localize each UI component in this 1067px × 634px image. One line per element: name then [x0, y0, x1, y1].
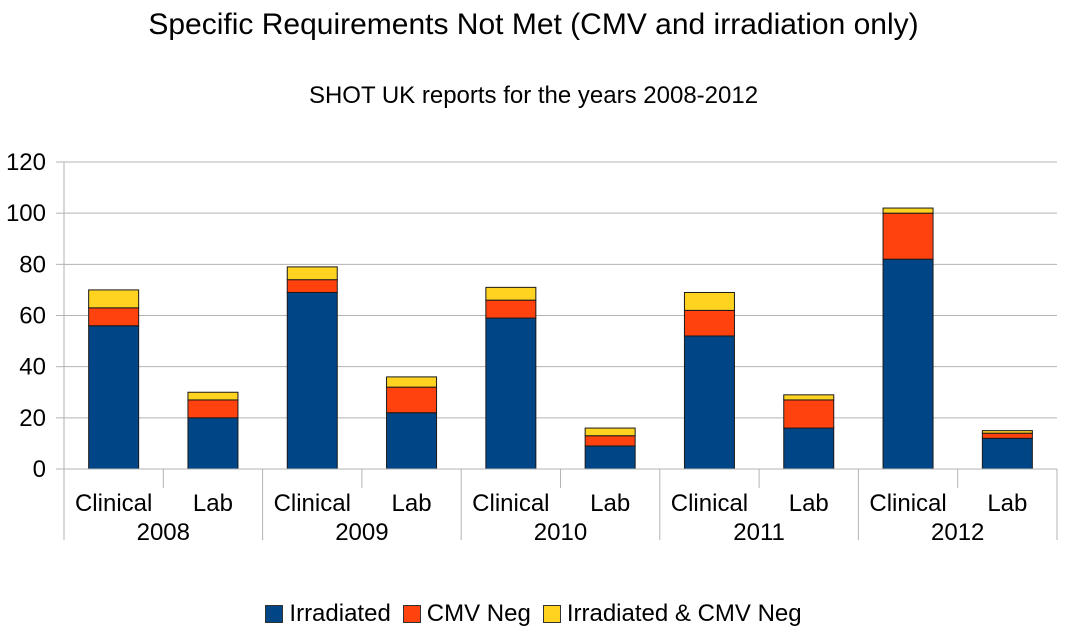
x-category-label: Lab	[392, 490, 432, 517]
y-tick-label: 0	[33, 456, 46, 483]
legend-label: Irradiated & CMV Neg	[566, 600, 802, 627]
x-category-label: Clinical	[75, 490, 152, 517]
bar-segment-cmv-neg	[683, 309, 735, 337]
bar-segment-irradiated-cmv-neg	[783, 394, 835, 401]
x-category-label: Clinical	[472, 490, 549, 517]
bar-segment-irradiated	[485, 317, 537, 470]
bar-segment-irradiated	[981, 437, 1033, 470]
y-tick-label: 80	[19, 251, 46, 278]
bar-segment-cmv-neg	[485, 299, 537, 319]
y-tick-label: 100	[6, 200, 46, 227]
x-group-label: 2012	[931, 519, 984, 546]
bar-segment-irradiated	[882, 258, 934, 470]
bar-segment-cmv-neg	[88, 307, 140, 327]
x-group-label: 2008	[137, 519, 190, 546]
legend-swatch	[265, 605, 284, 623]
x-category-label: Lab	[987, 490, 1027, 517]
legend-swatch	[402, 605, 421, 623]
x-category-label: Lab	[590, 490, 630, 517]
x-group-label: 2009	[335, 519, 388, 546]
y-tick-label: 60	[19, 303, 46, 330]
bar-segment-irradiated	[683, 335, 735, 470]
legend-item: CMV Neg	[402, 600, 531, 628]
legend-swatch	[542, 605, 561, 623]
bar-segment-cmv-neg	[882, 212, 934, 260]
bar-segment-irradiated-cmv-neg	[386, 376, 438, 388]
legend-label: Irradiated	[289, 600, 391, 627]
bar-segment-cmv-neg	[783, 399, 835, 429]
bar-segment-cmv-neg	[187, 399, 239, 419]
bar-segment-irradiated	[584, 445, 636, 470]
legend-item: Irradiated	[265, 600, 391, 628]
x-category-label: Clinical	[671, 490, 748, 517]
x-group-label: 2010	[534, 519, 587, 546]
bar-segment-irradiated	[88, 325, 140, 470]
x-group-label: 2011	[733, 519, 785, 546]
bar-segment-irradiated	[286, 291, 338, 470]
bar-segment-irradiated	[187, 417, 239, 470]
bar-segment-cmv-neg	[584, 435, 636, 447]
bar-segment-irradiated-cmv-neg	[286, 266, 338, 281]
y-tick-label: 120	[6, 149, 46, 176]
bar-segment-cmv-neg	[981, 432, 1033, 439]
bar-segment-irradiated-cmv-neg	[584, 427, 636, 437]
bar-segment-irradiated-cmv-neg	[683, 291, 735, 311]
x-category-label: Lab	[193, 490, 233, 517]
bar-segment-irradiated	[783, 427, 835, 470]
bar-segment-irradiated	[386, 412, 438, 470]
chart-title: Specific Requirements Not Met (CMV and i…	[148, 8, 919, 41]
bar-segment-cmv-neg	[386, 386, 438, 414]
x-category-label: Clinical	[869, 490, 946, 517]
bar-segment-cmv-neg	[286, 279, 338, 293]
chart-subtitle: SHOT UK reports for the years 2008-2012	[308, 82, 759, 109]
legend-label: CMV Neg	[426, 600, 531, 627]
legend-item: Irradiated & CMV Neg	[542, 600, 802, 628]
legend: Irradiated CMV Neg Irradiated & CMV Neg	[0, 600, 1067, 628]
y-tick-label: 40	[19, 354, 46, 381]
bar-segment-irradiated-cmv-neg	[485, 286, 537, 301]
bar-segment-irradiated-cmv-neg	[882, 207, 934, 214]
bar-segment-irradiated-cmv-neg	[88, 289, 140, 309]
x-category-label: Clinical	[274, 490, 351, 517]
bar-segment-irradiated-cmv-neg	[187, 391, 239, 401]
bar-segment-irradiated-cmv-neg	[981, 430, 1033, 434]
y-tick-label: 20	[19, 405, 46, 432]
x-category-label: Lab	[789, 490, 829, 517]
